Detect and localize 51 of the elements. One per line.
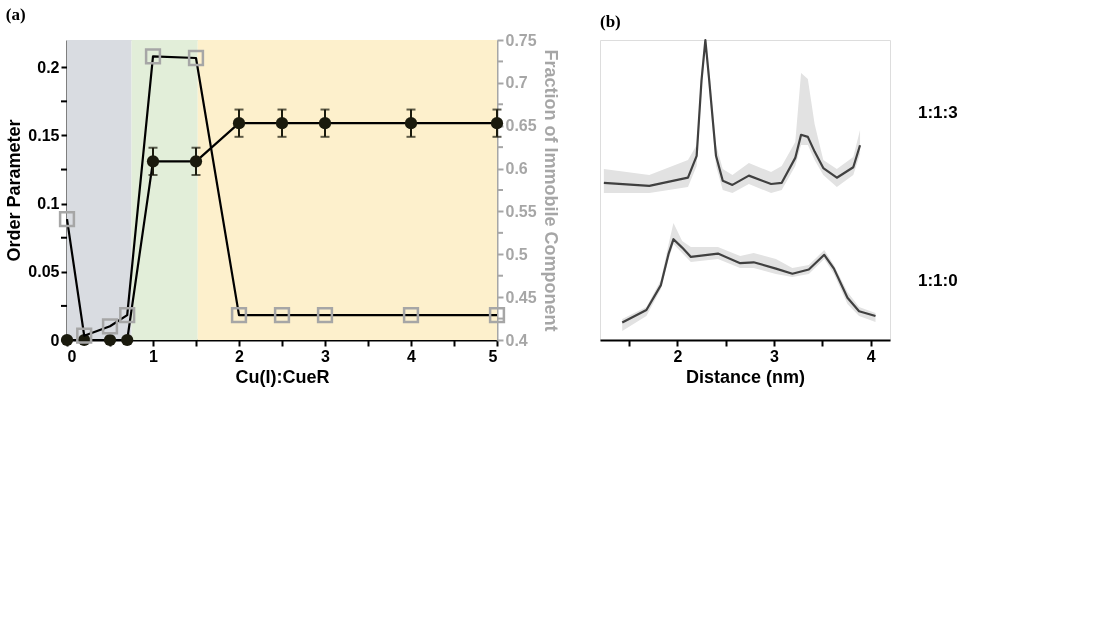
text: 1:1:3 (918, 102, 958, 122)
point (60, 333, 74, 347)
x-axis-title: Cu(I):CueR (235, 366, 330, 387)
point (58, 211, 76, 228)
point (189, 155, 203, 168)
y2-tick-label: 0.4 (505, 331, 528, 349)
x-tick-label: 4 (866, 347, 876, 365)
point (230, 307, 248, 324)
point (318, 117, 332, 130)
point (490, 117, 504, 130)
point (146, 155, 160, 168)
y2-tick-label: 0.65 (505, 117, 537, 135)
point (402, 307, 420, 324)
y-tick-label: 0.05 (28, 263, 60, 281)
x-tick-label: 4 (407, 347, 417, 365)
x-tick-label: 3 (321, 347, 331, 365)
x-tick-label: 3 (770, 347, 780, 365)
point (76, 327, 93, 344)
point (316, 307, 334, 324)
point (144, 48, 162, 65)
y2-tick-label: 0.5 (505, 245, 528, 263)
chart-title: (b) (600, 11, 621, 31)
y2-tick-label: 0.45 (505, 288, 537, 306)
y2-tick-label: 0.75 (505, 31, 537, 49)
point (121, 333, 134, 347)
y2-tick-label: 0.55 (505, 202, 537, 220)
point (404, 117, 418, 130)
y-tick-label: 0.2 (37, 58, 60, 76)
point (101, 318, 119, 335)
y2-tick-label: 0.7 (505, 74, 528, 92)
y-tick-label: 0.15 (28, 126, 60, 144)
y-tick-label: 0 (50, 331, 60, 349)
x-axis-title: Distance (nm) (685, 366, 806, 387)
x-tick-label: 5 (488, 347, 498, 365)
chart-title: (a) (5, 5, 26, 24)
text: 1:1:0 (918, 270, 958, 290)
y-tick-label: 0.1 (37, 195, 60, 213)
x-tick-label: 2 (235, 347, 245, 365)
point (488, 307, 506, 324)
y2-tick-label: 0.6 (505, 160, 528, 178)
point (103, 333, 117, 347)
point (275, 117, 289, 130)
point (232, 117, 246, 130)
y2-axis-title: Fraction of Immobile Component (540, 49, 561, 332)
y-axis-title: Order Parameter (4, 119, 25, 262)
x-tick-label: 0 (67, 347, 77, 365)
x-tick-label: 2 (673, 347, 683, 365)
x-tick-label: 1 (149, 347, 159, 365)
point (119, 307, 136, 324)
point (273, 307, 291, 324)
point (187, 49, 205, 67)
